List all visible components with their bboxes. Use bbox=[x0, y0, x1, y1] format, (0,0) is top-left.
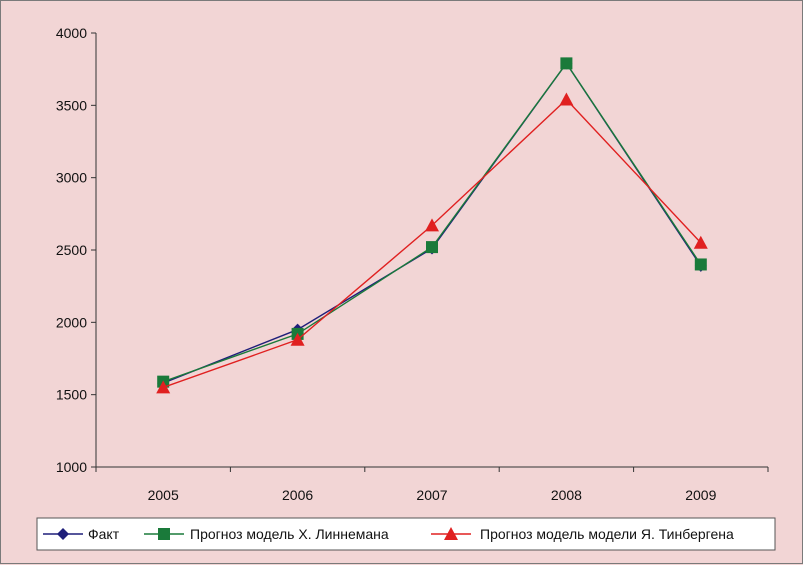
data-point-s2 bbox=[694, 258, 707, 271]
data-point-s2 bbox=[426, 241, 438, 254]
data-point-s3 bbox=[290, 332, 305, 346]
data-point-s3 bbox=[425, 218, 439, 232]
data-point-s3 bbox=[156, 380, 171, 394]
legend-label: Факт bbox=[88, 526, 120, 542]
legend-label: Прогноз модель Х. Линнемана bbox=[190, 526, 389, 542]
legend-marker bbox=[444, 527, 458, 540]
x-tick-label: 2006 bbox=[282, 487, 313, 503]
x-tick-label: 2005 bbox=[148, 487, 179, 503]
data-point-s3 bbox=[693, 235, 708, 249]
legend-box bbox=[36, 517, 776, 551]
y-tick-label: 2000 bbox=[56, 314, 87, 330]
x-tick-label: 2008 bbox=[551, 487, 582, 503]
x-tick-label: 2007 bbox=[416, 487, 447, 503]
axes: 1000 1500 2000 2500 3000 3500 4000 2005 2006 2007… bbox=[56, 25, 769, 503]
y-tick-label: 3500 bbox=[56, 97, 87, 113]
x-tick-label: 2009 bbox=[685, 487, 716, 503]
legend-label: Прогноз модель модели Я. Тинбергена bbox=[480, 526, 734, 542]
y-tick-label: 1500 bbox=[56, 387, 87, 403]
legend-marker bbox=[158, 528, 170, 540]
y-tick-label: 2500 bbox=[56, 242, 87, 258]
series-layer bbox=[156, 57, 708, 394]
y-tick-label: 3000 bbox=[56, 170, 87, 186]
data-point-s3 bbox=[559, 92, 574, 106]
y-tick-label: 1000 bbox=[56, 459, 87, 475]
data-point-s2 bbox=[560, 57, 573, 70]
legend-marker bbox=[57, 528, 69, 540]
y-tick-label: 4000 bbox=[56, 25, 87, 41]
legend: Факт Прогноз модель Х. Линнемана Прогноз м… bbox=[36, 517, 776, 551]
